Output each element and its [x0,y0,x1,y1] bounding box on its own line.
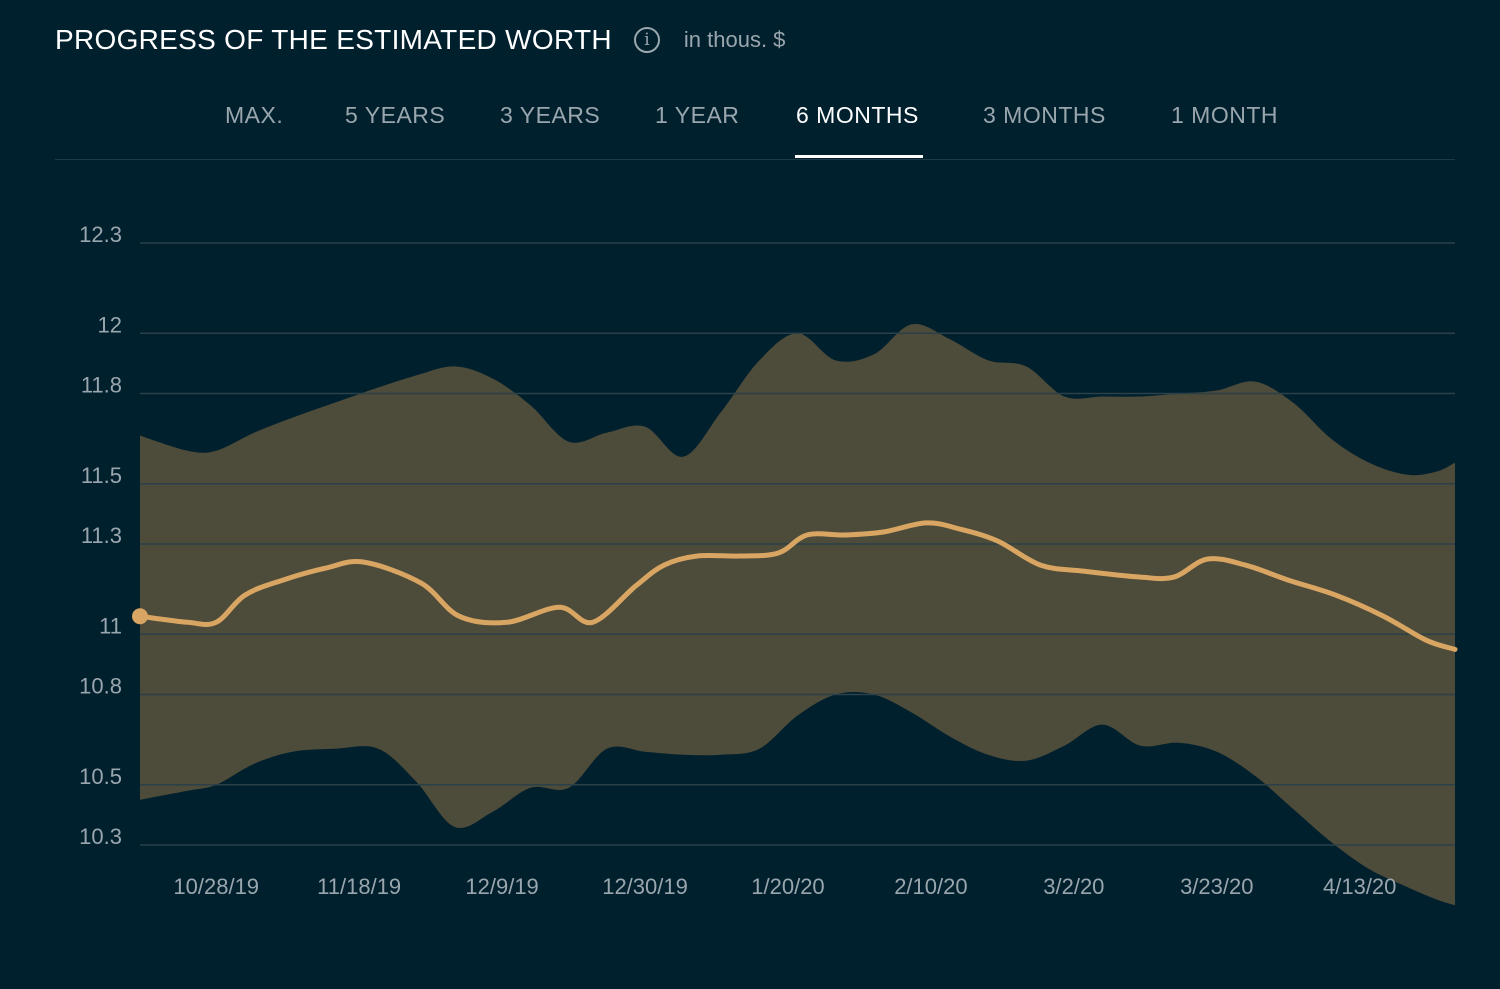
confidence-band [140,323,1455,906]
chart-title: PROGRESS OF THE ESTIMATED WORTH [55,24,612,55]
worth-line [137,520,1458,652]
y-tick-label: 10.8 [79,674,122,699]
tab-3-months[interactable]: 3 MONTHS [983,102,1106,128]
y-tick-label: 10.5 [79,764,122,789]
y-tick-label: 11 [99,613,122,638]
tab-1-month[interactable]: 1 MONTH [1171,102,1278,128]
x-tick-label: 1/20/20 [751,874,824,899]
x-tick-label: 3/2/20 [1043,874,1104,899]
y-tick-label: 10.3 [79,824,122,849]
header-divider [55,159,1455,160]
tab-1-year[interactable]: 1 YEAR [655,102,740,128]
x-tick-label: 12/30/19 [602,874,688,899]
x-tick-label: 4/13/20 [1323,874,1396,899]
x-tick-label: 2/10/20 [894,874,967,899]
tab-3-years[interactable]: 3 YEARS [500,102,601,128]
y-tick-label: 11.5 [81,463,122,488]
tab-6-months[interactable]: 6 MONTHS [796,102,919,128]
info-icon[interactable]: i [633,27,660,53]
tab-5-years[interactable]: 5 YEARS [345,102,446,128]
x-tick-label: 3/23/20 [1180,874,1253,899]
unit-label: in thous. $ [683,27,786,52]
time-range-tabs: MAX. 5 YEARS 3 YEARS 1 YEAR 6 MONTHS 3 M… [0,96,1500,160]
y-tick-label: 11.3 [81,523,122,548]
y-tick-label: 12.3 [79,222,122,247]
tab-max[interactable]: MAX. [225,102,284,128]
x-tick-label: 12/9/19 [465,874,538,899]
start-point-marker [132,608,148,625]
x-tick-label: 10/28/19 [173,874,259,899]
x-tick-label: 11/18/19 [317,874,401,899]
active-tab-underline [795,155,923,158]
y-tick-label: 11.8 [81,373,122,398]
chart-header: PROGRESS OF THE ESTIMATED WORTH i in tho… [55,20,785,60]
y-tick-label: 12 [98,312,122,337]
